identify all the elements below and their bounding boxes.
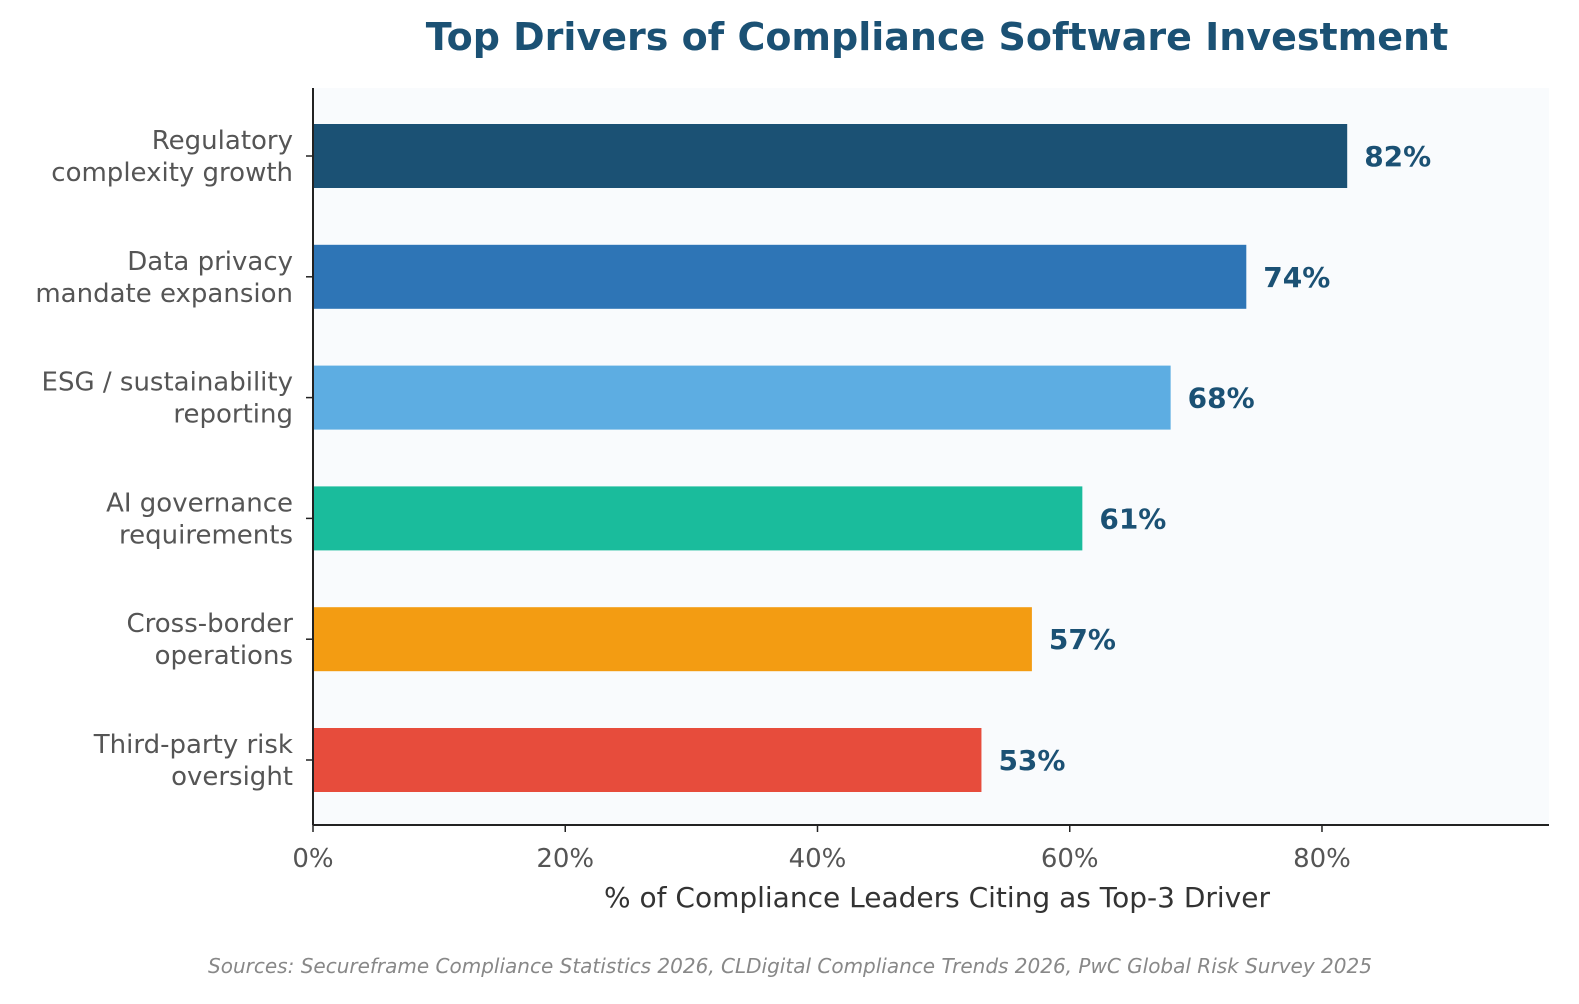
x-tick-label-3: 60% [1041,844,1099,874]
value-label-3: 61% [1099,502,1166,535]
bar-2 [313,365,1171,430]
x-tick-label-4: 80% [1293,844,1351,874]
category-label-4: Cross-border operations [127,609,294,671]
value-label-1: 74% [1263,261,1330,294]
bar-5 [313,728,982,792]
category-label-line: Regulatory [152,126,293,156]
value-label-5: 53% [998,744,1065,777]
x-tick-label-0: 0% [292,844,333,874]
bar-3 [313,486,1083,551]
category-label-1: Data privacy mandate expansion [35,247,293,309]
x-ticks: 0% 20% 40% 60% 80% [292,825,1351,874]
category-label-line: Third-party risk [93,730,293,760]
category-label-line: Data privacy [127,247,293,277]
category-label-3: AI governance requirements [106,488,293,550]
x-tick-label-2: 40% [789,844,847,874]
category-label-line: ESG / sustainability [42,368,293,398]
x-tick-label-1: 20% [536,844,594,874]
value-label-2: 68% [1188,382,1255,415]
category-label-line: oversight [171,762,293,792]
x-axis-title: % of Compliance Leaders Citing as Top-3 … [604,881,1270,914]
bar-0 [313,124,1348,188]
category-label-0: Regulatory complexity growth [51,126,293,188]
category-label-line: reporting [173,400,293,430]
category-label-line: requirements [119,520,293,550]
category-label-line: AI governance [106,488,293,518]
value-label-0: 82% [1364,140,1431,173]
bar-4 [313,607,1032,672]
value-label-4: 57% [1049,623,1116,656]
plot-background [313,88,1549,825]
category-label-line: operations [155,641,293,671]
category-label-5: Third-party risk oversight [93,730,293,792]
category-label-line: complexity growth [51,158,293,188]
chart-title: Top Drivers of Compliance Software Inves… [426,15,1449,59]
category-label-line: mandate expansion [35,279,293,309]
category-labels: Regulatory complexity growth Data privacy m… [35,126,293,792]
source-note: Sources: Secureframe Compliance Statisti… [208,954,1372,978]
category-label-line: Cross-border [127,609,294,639]
bar-1 [313,244,1247,309]
axes [306,88,1549,826]
bars [313,124,1348,792]
value-labels: 82% 74% 68% 61% 57% 53% [998,140,1431,777]
category-label-2: ESG / sustainability reporting [42,368,293,430]
